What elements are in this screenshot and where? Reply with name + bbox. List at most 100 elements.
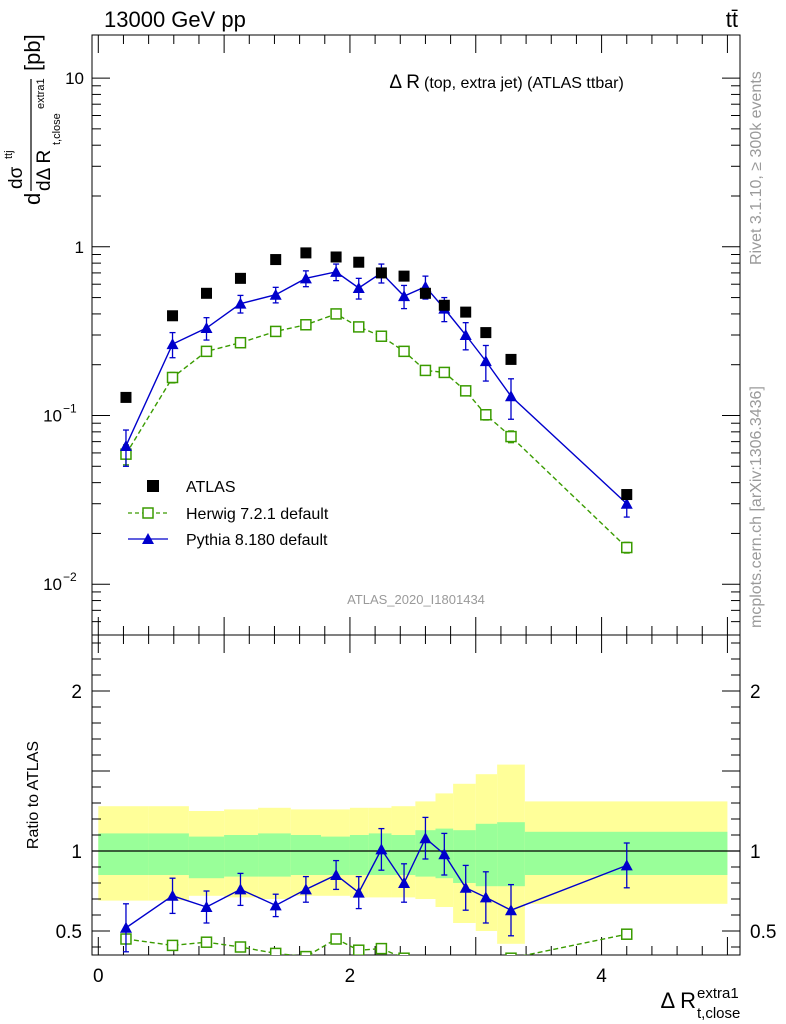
- ratio-y-axis-label: Ratio to ATLAS: [25, 741, 42, 849]
- pythia-ratio-marker: [166, 889, 179, 901]
- atlas-marker: [375, 267, 387, 279]
- herwig-marker: [300, 319, 312, 331]
- pythia-marker: [234, 297, 247, 309]
- main-y-tick-label: 10: [65, 69, 84, 88]
- energy-label: 13000 GeV pp: [104, 7, 246, 32]
- ratio-band-inner: [98, 833, 149, 875]
- legend-marker-herwig: [142, 507, 154, 519]
- herwig-ratio-marker: [234, 941, 247, 953]
- herwig-ratio-marker: [166, 939, 179, 952]
- pythia-marker: [166, 338, 179, 350]
- ratio-band-inner: [224, 835, 259, 877]
- y-label-denominator-sub: t,close: [51, 113, 63, 145]
- main-y-tick-label-exp: −1: [63, 401, 77, 415]
- y-label-numerator-sup: ttj: [3, 150, 15, 159]
- ratio-uncertainty-bands: [98, 764, 728, 944]
- main-y-axis-label: d dσ ttj dΔ R t,close extra1 [pb]: [3, 34, 63, 205]
- pythia-marker: [200, 322, 213, 334]
- herwig-line: [125, 313, 628, 549]
- ratio-band-inner: [258, 833, 291, 877]
- ratio-y-tick-label-right: 1: [750, 842, 761, 863]
- x-label-sup: extra1: [697, 985, 739, 1002]
- ratio-band-inner: [475, 823, 498, 887]
- ratio-band-inner: [453, 830, 476, 883]
- atlas-marker: [201, 287, 213, 299]
- main-y-tick-label-exp: −2: [63, 570, 77, 584]
- ratio-band-inner: [148, 833, 189, 875]
- herwig-marker: [398, 345, 410, 358]
- atlas-marker: [234, 272, 246, 284]
- pythia-line: [125, 271, 628, 505]
- pythia-ratio-marker: [504, 904, 517, 916]
- herwig-ratio-marker: [420, 956, 430, 966]
- pythia-marker: [459, 329, 472, 340]
- herwig-marker: [352, 321, 365, 333]
- pythia-ratio-marker: [620, 859, 633, 871]
- pythia-ratio-line: [125, 837, 628, 929]
- pythia-marker: [352, 281, 365, 293]
- atlas-marker: [621, 489, 633, 501]
- pythia-ratio-marker: [119, 921, 132, 933]
- herwig-marker: [480, 409, 492, 421]
- pythia-ratio-marker: [375, 843, 388, 855]
- herwig-marker: [200, 345, 213, 358]
- x-label-main: Δ R: [661, 988, 696, 1013]
- pythia-marker: [330, 265, 343, 277]
- herwig-ratio-marker: [461, 958, 471, 968]
- ratio-band-inner: [349, 835, 369, 875]
- pythia-marker: [119, 439, 132, 451]
- y-label-denominator-sup: extra1: [35, 78, 47, 109]
- ratio-panel-frame: [91, 634, 741, 956]
- ratio-y-tick-label: 0.5: [56, 922, 82, 943]
- ratio-clipped-group: [119, 816, 633, 968]
- ratio-band-inner: [188, 836, 225, 879]
- herwig-marker: [269, 325, 282, 338]
- legend-marker-atlas: [147, 480, 159, 492]
- mcplots-label: mcplots.cern.ch [arXiv:1306.3436]: [748, 386, 765, 628]
- herwig-marker: [621, 541, 633, 554]
- herwig-marker: [166, 371, 179, 384]
- y-label-numerator: dσ: [6, 166, 27, 189]
- herwig-ratio-marker: [439, 956, 449, 966]
- herwig-ratio-marker: [375, 942, 388, 955]
- legend-label-pythia: Pythia 8.180 default: [186, 532, 328, 549]
- legend: ATLAS Herwig 7.2.1 default Pythia 8.180 …: [128, 479, 329, 549]
- plot-title-sub: (top, extra jet) (ATLAS ttbar): [424, 75, 624, 92]
- x-label-sub: t,close: [697, 1005, 740, 1022]
- x-tick-label: 0: [93, 966, 104, 987]
- atlas-marker: [353, 256, 365, 268]
- pythia-marker: [269, 288, 282, 300]
- pythia-ratio-marker: [234, 883, 247, 895]
- pythia-ratio-marker: [269, 899, 282, 911]
- ratio-y-tick-label: 2: [71, 682, 82, 703]
- atlas-marker: [505, 353, 517, 365]
- herwig-ratio-line: [125, 933, 627, 955]
- atlas-marker: [460, 306, 472, 318]
- herwig-marker: [234, 336, 247, 349]
- y-label-denominator: dΔ R: [34, 150, 55, 191]
- atlas-marker: [398, 270, 410, 282]
- atlas-marker: [300, 247, 312, 259]
- x-tick-label: 4: [596, 966, 607, 987]
- x-tick-label: 2: [345, 966, 356, 987]
- herwig-ratio-marker: [398, 952, 410, 955]
- atlas-marker: [480, 327, 492, 339]
- pythia-ratio-marker: [438, 848, 451, 860]
- herwig-marker: [419, 364, 432, 377]
- herwig-marker: [438, 366, 451, 379]
- herwig-marker: [459, 385, 472, 397]
- pythia-ratio-marker: [330, 869, 343, 880]
- ratio-band-inner: [497, 822, 525, 887]
- atlas-marker: [438, 299, 450, 311]
- ratio-y-tick-label-right: 2: [750, 682, 761, 703]
- ratio-band-inner: [290, 835, 322, 875]
- pythia-marker: [398, 290, 411, 302]
- pythia-ratio-marker: [398, 877, 411, 888]
- pythia-ratio-marker: [299, 883, 312, 895]
- atlas-marker: [167, 310, 179, 322]
- legend-label-atlas: ATLAS: [186, 479, 236, 496]
- main-y-tick-label-base: 10: [43, 406, 62, 425]
- plot-title-main: Δ R: [389, 72, 420, 93]
